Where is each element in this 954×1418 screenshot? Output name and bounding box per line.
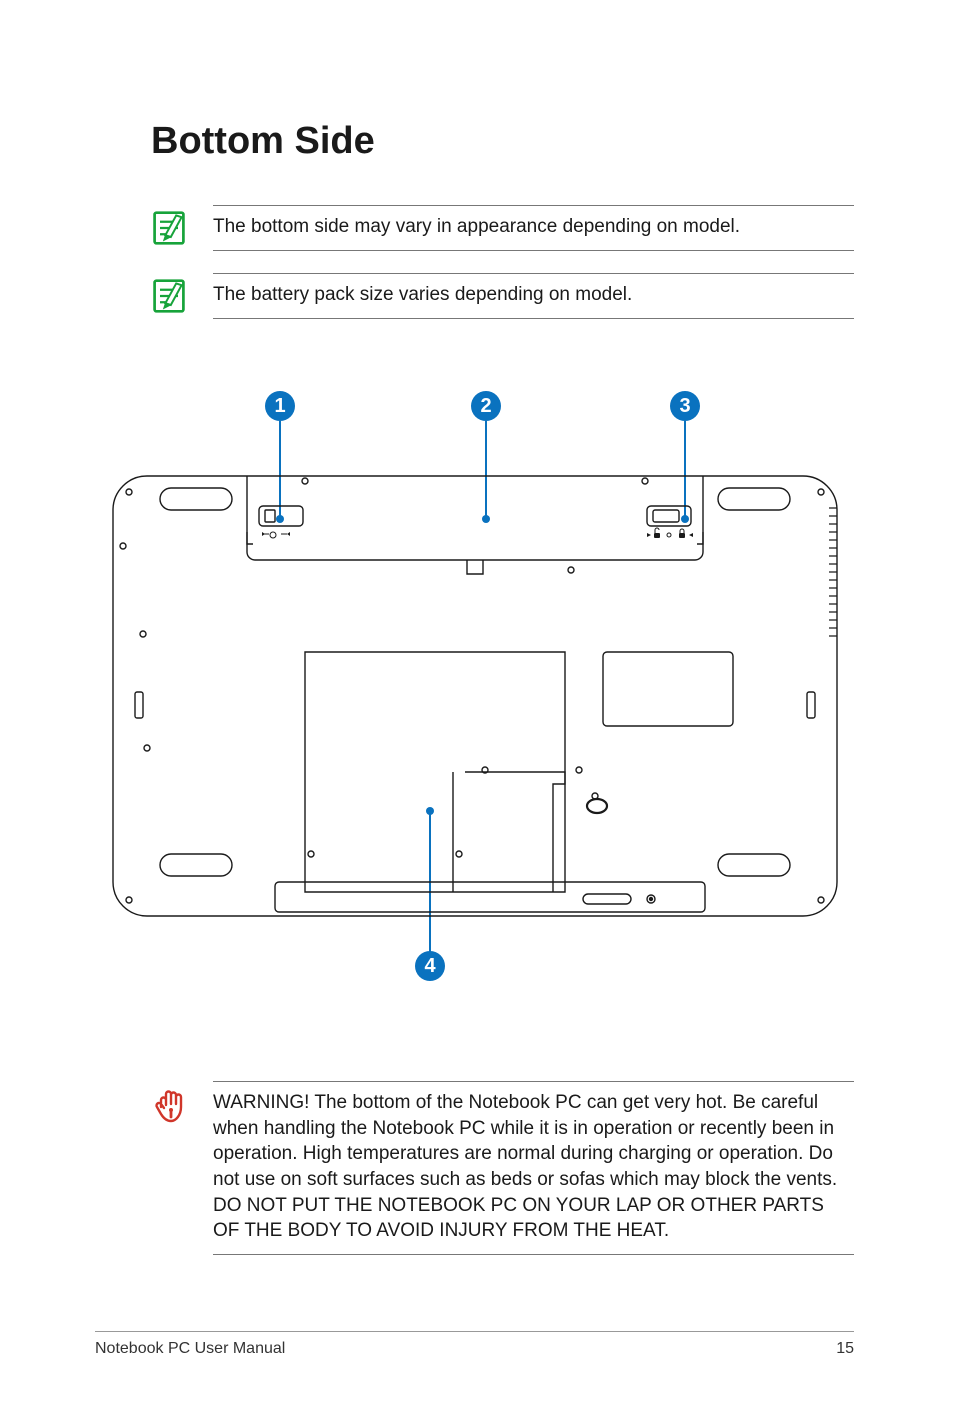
warning-text-wrap: WARNING! The bottom of the Notebook PC c… — [213, 1081, 854, 1255]
warning-text: WARNING! The bottom of the Notebook PC c… — [213, 1090, 854, 1244]
callout-1: 1 — [265, 391, 295, 421]
note-text: The bottom side may vary in appearance d… — [213, 216, 854, 238]
note-row: The battery pack size varies depending o… — [151, 273, 854, 319]
page-footer: Notebook PC User Manual 15 — [95, 1331, 854, 1358]
callout-3: 3 — [670, 391, 700, 421]
note-text-wrap: The battery pack size varies depending o… — [213, 273, 854, 319]
note-text: The battery pack size varies depending o… — [213, 284, 854, 306]
device-outline — [105, 446, 845, 926]
callout-label: 3 — [679, 395, 690, 417]
note-row: The bottom side may vary in appearance d… — [151, 205, 854, 251]
page-number: 15 — [836, 1340, 854, 1358]
footer-title: Notebook PC User Manual — [95, 1340, 285, 1358]
note-icon — [151, 278, 187, 314]
warning-hand-icon — [151, 1085, 191, 1125]
note-icon — [151, 210, 187, 246]
note-text-wrap: The bottom side may vary in appearance d… — [213, 205, 854, 251]
manual-page: Bottom Side The bottom side may vary in … — [0, 0, 954, 1418]
warning-block: WARNING! The bottom of the Notebook PC c… — [151, 1081, 854, 1255]
page-title: Bottom Side — [151, 120, 854, 163]
callout-label: 1 — [274, 395, 285, 417]
callout-2: 2 — [471, 391, 501, 421]
callout-label: 4 — [424, 955, 435, 977]
callout-4: 4 — [415, 951, 445, 981]
callout-label: 2 — [480, 395, 491, 417]
bottom-diagram: 1 2 3 4 — [105, 391, 844, 1011]
